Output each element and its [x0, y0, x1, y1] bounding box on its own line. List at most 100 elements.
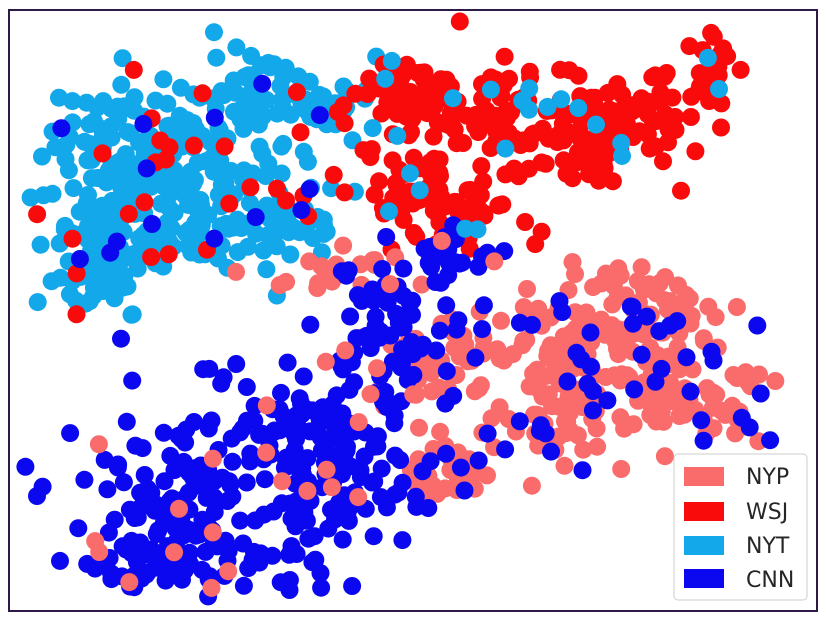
- data-point: [632, 345, 651, 364]
- data-point: [371, 322, 390, 341]
- data-point: [263, 546, 282, 565]
- data-point: [124, 245, 143, 264]
- data-point: [159, 245, 178, 264]
- data-point: [478, 424, 497, 443]
- data-point: [225, 102, 243, 121]
- data-point: [31, 235, 50, 254]
- data-point: [300, 180, 319, 199]
- data-point: [257, 443, 276, 462]
- data-point: [437, 444, 456, 463]
- data-point: [107, 169, 126, 188]
- data-point: [181, 162, 200, 181]
- data-point: [450, 254, 469, 273]
- data-point: [63, 92, 82, 111]
- data-point: [482, 409, 501, 428]
- data-point: [64, 179, 83, 198]
- data-point: [161, 446, 180, 465]
- data-point: [681, 382, 700, 401]
- data-point: [249, 115, 268, 134]
- data-point: [338, 503, 357, 522]
- data-point: [188, 201, 207, 219]
- data-point: [145, 545, 164, 564]
- data-point: [93, 144, 112, 163]
- data-point: [449, 311, 468, 330]
- data-point: [79, 186, 97, 204]
- data-point: [219, 562, 238, 581]
- data-point: [297, 511, 316, 530]
- data-point: [298, 481, 317, 500]
- data-point: [146, 494, 165, 513]
- data-point: [394, 259, 413, 278]
- data-point: [303, 553, 322, 572]
- data-point: [656, 268, 675, 287]
- data-point: [33, 147, 51, 166]
- data-point: [566, 303, 585, 322]
- data-point: [272, 164, 291, 183]
- data-point: [472, 157, 491, 176]
- data-point: [246, 208, 265, 227]
- data-point: [625, 380, 644, 399]
- data-point: [661, 374, 680, 392]
- data-point: [568, 153, 587, 172]
- data-point: [221, 475, 240, 494]
- data-point: [120, 573, 139, 592]
- data-point: [287, 83, 306, 102]
- data-point: [402, 123, 420, 142]
- data-point: [222, 162, 240, 180]
- data-point: [282, 509, 301, 528]
- data-point: [202, 578, 221, 597]
- data-point: [42, 272, 61, 291]
- data-point: [226, 83, 245, 102]
- data-point: [364, 527, 383, 546]
- legend-swatch-cnn: [684, 569, 724, 588]
- data-point: [500, 69, 518, 88]
- data-point: [382, 395, 401, 414]
- data-point: [429, 378, 448, 397]
- data-point: [403, 194, 422, 213]
- data-point: [250, 425, 269, 444]
- data-point: [682, 87, 701, 106]
- data-point: [550, 292, 569, 311]
- data-point: [428, 205, 447, 224]
- data-point: [271, 76, 290, 95]
- data-point: [217, 219, 236, 238]
- data-point: [277, 191, 295, 210]
- data-point: [655, 67, 674, 86]
- data-point: [170, 499, 188, 518]
- data-point: [70, 250, 89, 268]
- data-point: [28, 487, 46, 505]
- data-point: [227, 355, 246, 373]
- data-point: [686, 142, 705, 161]
- legend-label-nyp: NYP: [746, 465, 789, 490]
- plot-frame: [8, 9, 818, 612]
- data-point: [698, 48, 717, 67]
- data-point: [234, 161, 253, 180]
- data-point: [394, 286, 413, 305]
- data-point: [361, 385, 380, 404]
- data-point: [518, 280, 536, 298]
- data-point: [235, 68, 254, 86]
- data-point: [184, 136, 203, 155]
- data-point: [588, 437, 607, 456]
- data-point: [281, 245, 300, 264]
- data-point: [179, 544, 198, 563]
- data-point: [380, 202, 398, 221]
- data-point: [124, 60, 143, 79]
- data-point: [134, 115, 153, 133]
- data-point: [272, 90, 291, 109]
- data-point: [370, 172, 388, 191]
- data-point: [587, 115, 605, 134]
- data-point: [355, 447, 374, 466]
- data-point: [568, 426, 587, 445]
- data-point: [179, 116, 198, 135]
- data-point: [401, 164, 419, 183]
- data-point: [584, 382, 602, 401]
- data-point: [519, 159, 538, 178]
- data-point: [454, 134, 473, 152]
- data-point: [585, 102, 604, 121]
- data-point: [143, 215, 161, 233]
- data-point: [462, 204, 481, 222]
- data-point: [56, 150, 75, 168]
- data-point: [652, 402, 671, 421]
- data-point: [419, 499, 438, 517]
